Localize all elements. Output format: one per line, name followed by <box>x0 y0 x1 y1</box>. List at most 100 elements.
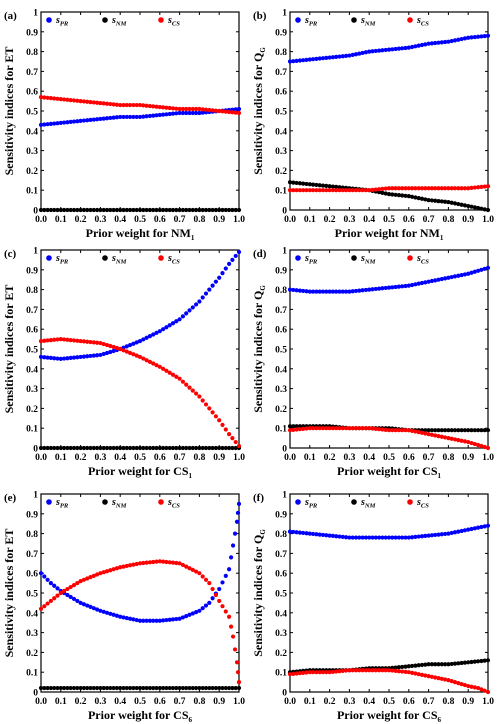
data-point <box>62 207 67 213</box>
data-point <box>287 424 293 429</box>
y-tick-label: 0.9 <box>275 28 287 38</box>
data-point <box>197 685 202 691</box>
data-point <box>429 278 434 284</box>
data-point <box>327 533 332 538</box>
data-point <box>423 280 428 285</box>
data-point <box>71 596 77 602</box>
legend-entry-s-cs: sCS <box>158 15 180 28</box>
data-point <box>137 114 143 120</box>
data-point <box>75 119 80 124</box>
data-point <box>81 685 86 691</box>
data-point <box>377 190 382 195</box>
data-point <box>167 111 172 117</box>
data-point <box>55 685 60 691</box>
data-point <box>320 188 326 193</box>
data-point <box>353 535 359 540</box>
data-point <box>52 121 57 126</box>
data-point <box>291 427 296 432</box>
data-point <box>320 289 326 294</box>
data-point <box>48 685 54 691</box>
data-point <box>91 685 96 691</box>
data-point <box>236 207 242 213</box>
data-point <box>304 188 309 193</box>
data-point <box>476 428 481 433</box>
data-point <box>190 207 195 213</box>
data-point <box>291 180 296 185</box>
series-s-nm <box>38 207 242 213</box>
x-tick-label: 0.7 <box>423 453 435 463</box>
y-tick-label: 0.5 <box>275 346 287 356</box>
x-tick-label: 0.3 <box>94 215 106 225</box>
data-point <box>111 115 116 120</box>
data-point <box>200 606 205 611</box>
data-point <box>294 424 299 429</box>
data-point <box>406 428 411 433</box>
data-point <box>334 534 339 539</box>
data-point <box>426 432 431 437</box>
data-point <box>42 685 47 691</box>
data-point <box>154 104 159 109</box>
data-point <box>48 598 54 604</box>
data-point <box>400 535 405 540</box>
data-point <box>104 342 110 348</box>
data-point <box>194 207 199 213</box>
data-point <box>340 426 345 431</box>
data-point <box>55 586 60 591</box>
data-point <box>357 535 362 540</box>
data-point <box>197 571 202 576</box>
data-point <box>207 287 212 292</box>
data-point <box>469 185 474 190</box>
data-point <box>131 102 136 108</box>
data-point <box>170 207 176 213</box>
data-point <box>393 668 398 673</box>
data-point <box>200 107 205 112</box>
data-point <box>187 106 192 112</box>
y-tick-label: 0.6 <box>26 570 38 580</box>
data-point <box>436 676 441 681</box>
data-point <box>88 117 93 123</box>
data-point <box>161 105 166 110</box>
data-point <box>180 379 185 384</box>
data-point <box>373 48 378 54</box>
data-point <box>38 338 44 344</box>
data-point <box>324 55 329 60</box>
legend-marker <box>158 17 164 23</box>
data-point <box>85 207 90 213</box>
data-point <box>452 437 458 442</box>
data-point <box>426 662 431 667</box>
data-point <box>85 354 90 359</box>
data-point <box>459 186 464 191</box>
data-point <box>210 410 215 415</box>
data-point <box>91 117 96 122</box>
data-point <box>111 207 116 213</box>
data-point <box>446 428 451 433</box>
data-point <box>131 341 136 346</box>
x-tick-label: 0.8 <box>193 215 205 225</box>
data-point <box>233 253 238 259</box>
data-point <box>203 107 209 112</box>
data-point <box>137 338 143 344</box>
data-point <box>177 376 182 381</box>
data-point <box>396 428 401 433</box>
data-point <box>436 434 441 439</box>
data-point <box>78 579 83 584</box>
data-point <box>68 119 73 124</box>
data-point <box>81 207 86 213</box>
data-point <box>466 35 471 40</box>
data-point <box>190 567 195 573</box>
data-point <box>390 285 395 290</box>
y-tick-label: 0.7 <box>275 550 287 560</box>
data-point <box>230 634 236 639</box>
data-point <box>479 443 484 449</box>
legend-marker <box>102 17 108 23</box>
y-tick-label: 0.7 <box>275 306 287 316</box>
y-tick-label: 0.1 <box>26 669 38 679</box>
data-point <box>406 283 411 288</box>
data-point <box>297 288 302 293</box>
plot-frame <box>289 249 489 449</box>
data-point <box>75 355 80 360</box>
data-point <box>476 525 481 530</box>
data-point <box>449 186 454 191</box>
data-point <box>317 532 322 537</box>
data-point <box>194 391 199 396</box>
